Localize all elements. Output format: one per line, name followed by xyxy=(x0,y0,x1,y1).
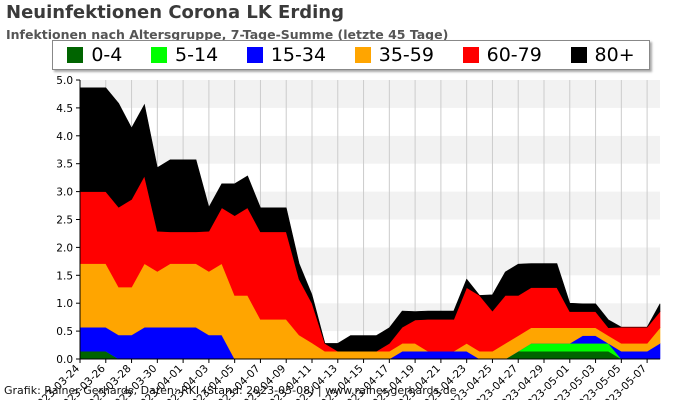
series-area-80+ xyxy=(79,87,661,352)
legend-label: 0-4 xyxy=(91,44,123,66)
legend-item-80+: 80+ xyxy=(570,44,635,66)
grid-band xyxy=(80,80,660,108)
chart-subtitle: Infektionen nach Altersgruppe, 7-Tage-Su… xyxy=(6,27,449,42)
y-tick-label: 3.0 xyxy=(56,187,73,199)
y-tick-label: 1.0 xyxy=(56,298,73,310)
legend-swatch xyxy=(151,47,168,63)
legend-swatch xyxy=(354,47,371,63)
legend-label: 80+ xyxy=(594,44,635,66)
legend: 0-4 5-14 15-34 35-59 60-79 80+ xyxy=(52,40,650,70)
legend-swatch xyxy=(246,47,263,63)
y-tick-label: 5.0 xyxy=(56,75,73,87)
y-tick-label: 1.5 xyxy=(56,270,73,282)
legend-item-35-59: 35-59 xyxy=(354,44,434,66)
legend-swatch xyxy=(570,47,587,63)
legend-label: 5-14 xyxy=(175,44,219,66)
y-tick-label: 3.5 xyxy=(56,159,73,171)
legend-label: 60-79 xyxy=(486,44,542,66)
legend-label: 15-34 xyxy=(270,44,327,66)
legend-item-5-14: 5-14 xyxy=(151,44,218,66)
grid-band xyxy=(80,135,660,164)
y-tick-label: 2.0 xyxy=(56,242,73,254)
y-tick-label: 0.5 xyxy=(56,326,73,338)
y-tick-label: 0.0 xyxy=(56,354,73,366)
legend-item-15-34: 15-34 xyxy=(246,44,327,66)
footer-credits: Grafik: Rainer Gerhards, Daten: RKI (Sta… xyxy=(4,384,457,397)
chart-title: Neuinfektionen Corona LK Erding xyxy=(6,2,344,23)
legend-swatch xyxy=(67,47,84,63)
grid-band xyxy=(80,107,660,136)
y-tick-label: 4.5 xyxy=(56,103,73,115)
legend-swatch xyxy=(462,47,479,63)
legend-label: 35-59 xyxy=(378,44,434,66)
y-tick-label: 4.0 xyxy=(56,131,73,143)
legend-item-60-79: 60-79 xyxy=(462,44,542,66)
legend-item-0-4: 0-4 xyxy=(67,44,122,66)
y-tick-label: 2.5 xyxy=(56,215,73,227)
